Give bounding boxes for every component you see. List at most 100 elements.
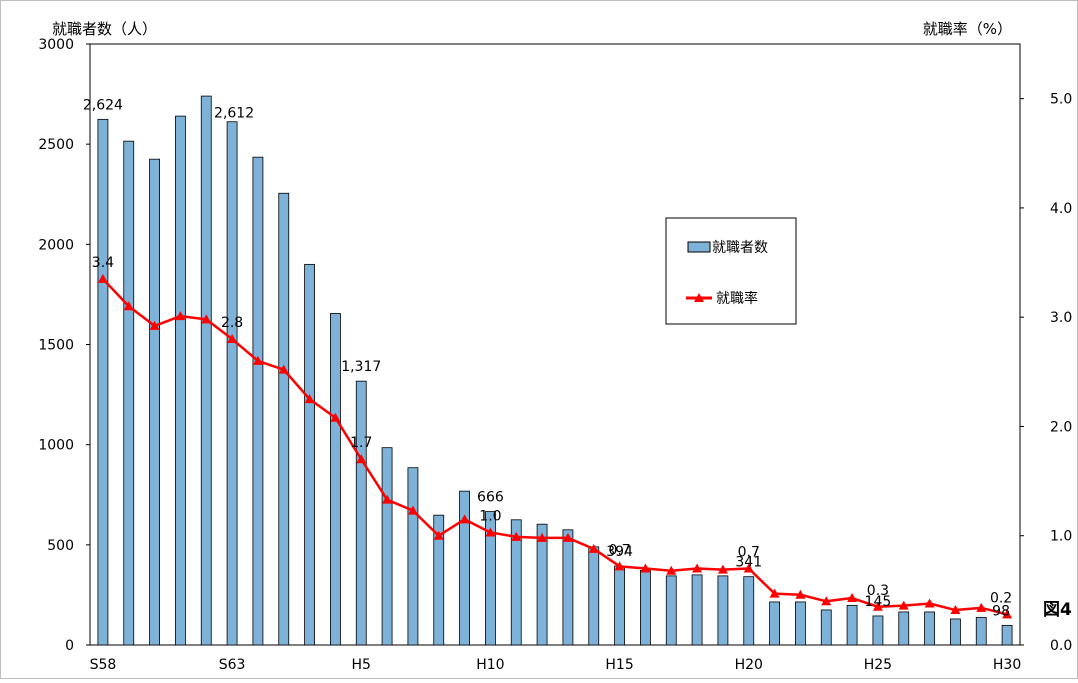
bar-H26 xyxy=(898,611,910,646)
x-tick-label: S58 xyxy=(90,657,117,673)
rate-point-H3 xyxy=(304,394,315,404)
bar-H23 xyxy=(820,609,832,646)
bar-H13 xyxy=(562,529,574,646)
rate-point-H21 xyxy=(769,588,780,598)
y-axis-title: 就職者数（人） xyxy=(52,20,157,38)
rate-point-H6 xyxy=(382,494,393,504)
rate-point-H12 xyxy=(537,532,548,542)
bar-H6 xyxy=(381,447,393,646)
data-label: 394 xyxy=(606,544,633,560)
bar-S61 xyxy=(175,115,186,646)
y-tick-label: 2000 xyxy=(38,237,74,253)
bar-H21 xyxy=(769,601,780,646)
x-tick-label: H15 xyxy=(605,657,633,673)
figure-label: 図4 xyxy=(1043,600,1072,620)
y-tick-label: 0 xyxy=(65,638,74,654)
rate-point-H15 xyxy=(614,561,625,571)
rate-point-H18 xyxy=(692,563,703,573)
y-tick-label: 3000 xyxy=(38,37,74,53)
legend-line-label: 就職率 xyxy=(716,290,758,307)
bar-S60 xyxy=(149,158,160,646)
bar-H10 xyxy=(485,511,496,646)
y2-tick-label: 2.0 xyxy=(1050,419,1072,435)
bar-H19 xyxy=(717,575,729,646)
bar-H3 xyxy=(304,263,315,646)
y-tick-label: 1500 xyxy=(38,338,74,354)
bar-H27 xyxy=(924,611,935,646)
rate-point-H13 xyxy=(562,532,573,542)
bar-H2 xyxy=(278,192,290,646)
bar-S59 xyxy=(123,140,135,646)
x-tick-label: H20 xyxy=(735,657,763,673)
data-label: 341 xyxy=(735,555,762,571)
bar-H12 xyxy=(536,523,548,646)
data-label: 1,317 xyxy=(341,359,381,375)
bar-H17 xyxy=(665,575,677,646)
bar-H29 xyxy=(975,616,987,646)
rate-point-H22 xyxy=(795,589,806,599)
legend-line-marker xyxy=(694,293,704,302)
x-tick-label: H5 xyxy=(352,657,371,673)
rate-point-H23 xyxy=(821,596,832,606)
rate-point-S58 xyxy=(97,273,108,283)
bar-H11 xyxy=(510,519,522,646)
x-tick-label: H30 xyxy=(993,657,1021,673)
data-label: 0.2 xyxy=(990,590,1012,606)
rate-point-H7 xyxy=(407,505,418,515)
rate-point-H28 xyxy=(950,605,961,615)
line-series xyxy=(97,273,1013,619)
y2-tick-label: 4.0 xyxy=(1050,201,1072,217)
bar-H20 xyxy=(743,576,755,646)
data-label: 0.7 xyxy=(608,542,630,558)
legend-bar-label: 就職者数 xyxy=(712,240,768,256)
y-tick-label: 500 xyxy=(47,538,74,554)
x-tick-label: H25 xyxy=(864,657,892,673)
rate-point-S62 xyxy=(201,314,212,324)
rate-point-H10 xyxy=(485,527,496,537)
rate-point-H29 xyxy=(976,602,987,612)
rate-point-H2 xyxy=(278,364,289,374)
rate-line xyxy=(102,278,1008,616)
x-tick-label: H10 xyxy=(476,657,504,673)
data-label: 0.7 xyxy=(738,545,760,561)
rate-point-H25 xyxy=(872,601,883,611)
legend-box xyxy=(665,217,797,325)
rate-point-H4 xyxy=(330,412,341,422)
bar-S63 xyxy=(226,121,238,646)
rate-point-H11 xyxy=(511,531,522,541)
rate-point-S63 xyxy=(227,334,238,344)
y2-tick-label: 0.0 xyxy=(1050,638,1072,654)
rate-point-H27 xyxy=(924,598,935,608)
rate-point-H16 xyxy=(640,563,651,573)
data-label: 1.0 xyxy=(479,508,501,524)
data-labels: 2,624 2,612 1,317 666 394 341 145 98 3.4 2.8 1.7 1.… xyxy=(83,97,1012,619)
y-tick-label: 2500 xyxy=(38,137,74,153)
rate-point-H5 xyxy=(356,454,367,464)
bar-H15 xyxy=(614,565,625,646)
rate-point-H19 xyxy=(717,564,728,574)
data-label: 98 xyxy=(992,603,1010,619)
bar-H9 xyxy=(459,490,470,646)
rate-point-S60 xyxy=(149,320,160,330)
bar-H30 xyxy=(1001,624,1013,646)
bar-H18 xyxy=(691,574,703,646)
rate-point-H14 xyxy=(588,543,599,553)
bar-S58 xyxy=(97,118,109,646)
rate-point-H26 xyxy=(898,600,909,610)
bar-H22 xyxy=(795,601,806,646)
data-label: 3.4 xyxy=(92,255,114,271)
y-axis: 0 500 1000 1500 2000 2500 3000 xyxy=(38,37,90,654)
data-label: 2,612 xyxy=(214,106,254,122)
rate-point-H24 xyxy=(847,593,858,603)
legend: 就職者数 就職率 xyxy=(665,217,797,325)
bar-series xyxy=(97,95,1013,646)
rate-point-H17 xyxy=(666,565,677,575)
rate-point-S61 xyxy=(175,311,186,321)
y2-tick-label: 1.0 xyxy=(1050,529,1072,545)
rate-point-H30 xyxy=(1002,609,1013,619)
x-axis: S58 S63 H5 H10 H15 H20 H25 H30 xyxy=(90,657,1022,673)
rate-point-H20 xyxy=(743,563,754,573)
x-tick-label: S63 xyxy=(219,657,246,673)
bar-H16 xyxy=(640,570,651,646)
bar-H28 xyxy=(950,618,961,646)
